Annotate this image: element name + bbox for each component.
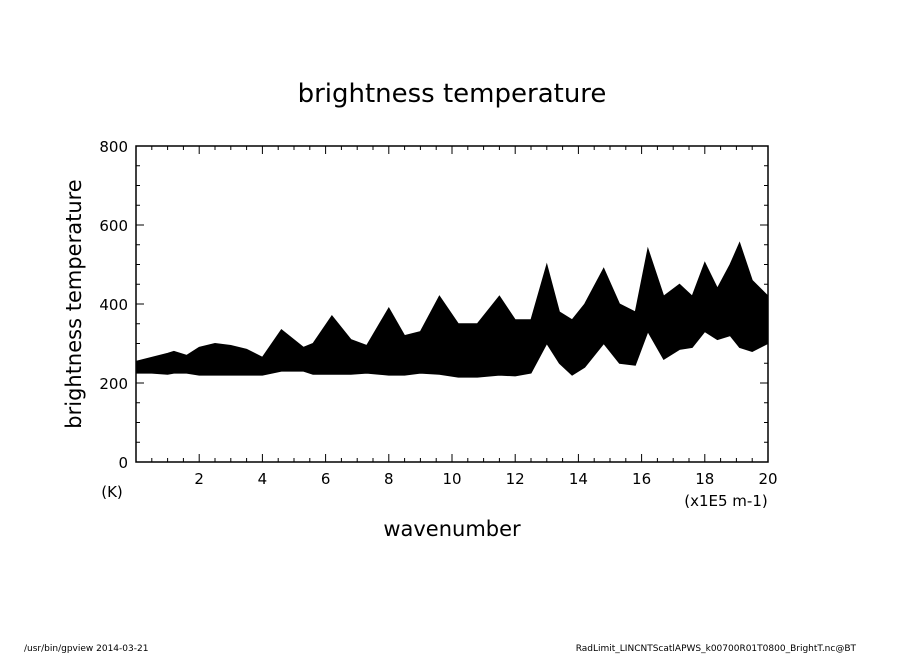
y-tick-label: 200 [99, 375, 128, 393]
x-tick-label: 18 [695, 470, 714, 488]
x-tick-label: 8 [384, 470, 394, 488]
x-tick-label: 4 [258, 470, 268, 488]
x-tick-label: 12 [506, 470, 525, 488]
y-tick-label: 800 [99, 138, 128, 156]
x-unit-label: (x1E5 m-1) [684, 492, 767, 510]
series-brightness-temperature [135, 241, 769, 378]
y-tick-label: 600 [99, 217, 128, 235]
x-tick-label: 16 [632, 470, 651, 488]
x-axis-label: wavenumber [383, 517, 521, 541]
chart-title: brightness temperature [298, 79, 607, 109]
footer-right: RadLimit_LINCNTScatlAPWS_k00700R01T0800_… [576, 644, 857, 654]
y-tick-label: 400 [99, 296, 128, 314]
footer-left: /usr/bin/gpview 2014-03-21 [24, 644, 148, 654]
y-tick-label: 0 [118, 454, 128, 472]
x-tick-label: 14 [569, 470, 588, 488]
x-tick-label: 10 [442, 470, 461, 488]
x-tick-label: 2 [194, 470, 204, 488]
y-axis-label: brightness temperature [62, 179, 86, 428]
y-unit-label: (K) [101, 483, 123, 501]
x-tick-label: 20 [758, 470, 777, 488]
x-tick-label: 6 [321, 470, 331, 488]
